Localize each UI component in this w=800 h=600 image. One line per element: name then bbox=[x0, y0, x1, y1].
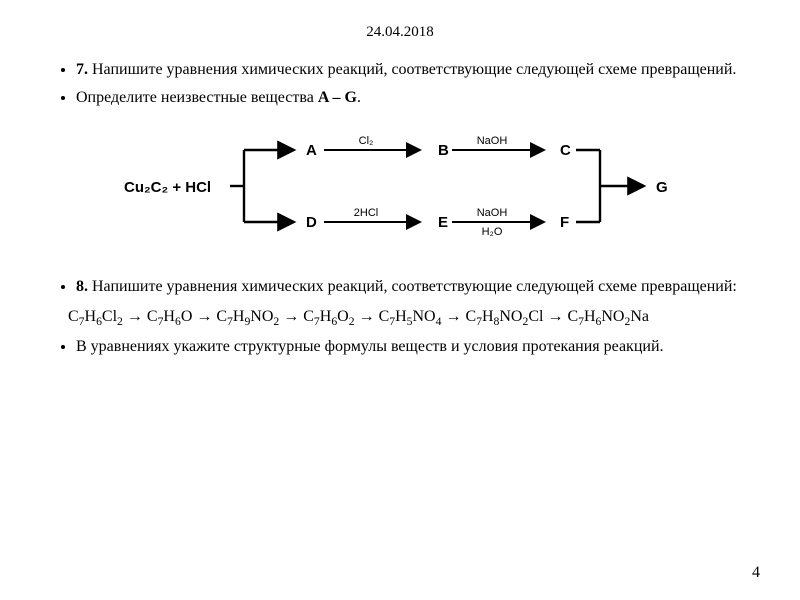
task7-text2a: Определите неизвестные вещества bbox=[76, 89, 318, 106]
edge-ab-label: Cl₂ bbox=[359, 135, 374, 147]
task7-number: 7. bbox=[76, 61, 88, 78]
edge-bc-label: NaOH bbox=[477, 135, 508, 147]
node-f: F bbox=[560, 214, 569, 231]
transformation-chain: C7H6Cl2 → C7H6O → C7H9NO2 → C7H6O2 → C7H… bbox=[68, 306, 752, 328]
node-b: B bbox=[438, 142, 449, 159]
task7-range: A – G bbox=[318, 89, 357, 106]
page-number: 4 bbox=[752, 564, 760, 582]
node-c: C bbox=[560, 142, 571, 159]
task7-list: 7. Напишите уравнения химических реакций… bbox=[48, 59, 752, 108]
task8-text: Напишите уравнения химических реакций, с… bbox=[88, 278, 737, 295]
task8-line: 8. Напишите уравнения химических реакций… bbox=[76, 276, 752, 298]
edge-ef-label-top: NaOH bbox=[477, 207, 508, 219]
node-g: G bbox=[656, 179, 668, 196]
task8b-list: В уравнениях укажите структурные формулы… bbox=[48, 336, 752, 358]
edge-ef-label-bot: H₂O bbox=[482, 226, 503, 238]
node-e: E bbox=[438, 214, 448, 231]
date: 24.04.2018 bbox=[48, 24, 752, 41]
edge-de-label: 2HCl bbox=[354, 207, 378, 219]
page: 24.04.2018 7. Напишите уравнения химичес… bbox=[0, 0, 800, 600]
task8b-line: В уравнениях укажите структурные формулы… bbox=[76, 336, 752, 358]
node-d: D bbox=[306, 214, 317, 231]
diagram-start-label: Cu₂C₂ + HCl bbox=[124, 179, 211, 196]
task7-line2: Определите неизвестные вещества A – G. bbox=[76, 87, 752, 109]
task7-line1: 7. Напишите уравнения химических реакций… bbox=[76, 59, 752, 81]
node-a: A bbox=[306, 142, 317, 159]
task7-text2b: . bbox=[357, 89, 361, 106]
reaction-diagram: Cu₂C₂ + HCl A B C Cl₂ NaOH D E F 2HCl Na… bbox=[120, 122, 680, 252]
task8-list: 8. Напишите уравнения химических реакций… bbox=[48, 276, 752, 298]
task8-number: 8. bbox=[76, 278, 88, 295]
task7-text1: Напишите уравнения химических реакций, с… bbox=[88, 61, 736, 78]
